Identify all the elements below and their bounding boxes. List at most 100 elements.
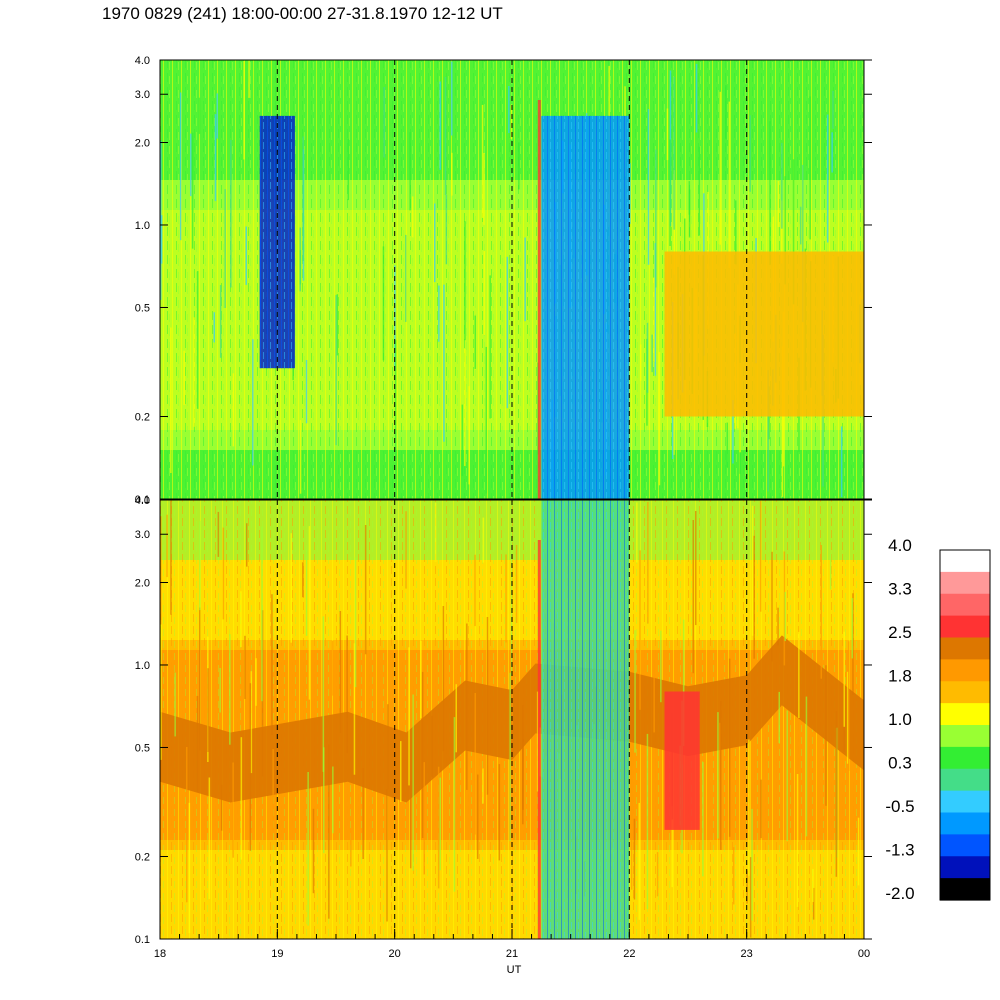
lower-streak — [505, 554, 507, 643]
upper-streak — [179, 92, 182, 241]
lower-streak — [244, 635, 246, 699]
lower-streak — [477, 774, 479, 859]
y-tick-label: 2.0 — [135, 137, 150, 149]
y-tick-label: 0.2 — [135, 852, 150, 864]
lower-streak — [630, 748, 633, 890]
upper-streak — [698, 146, 700, 236]
lower-streak — [474, 693, 476, 835]
lower-streak — [812, 887, 815, 920]
upper-streak — [302, 136, 304, 261]
upper-streak — [464, 221, 466, 341]
upper-streak — [451, 152, 453, 196]
lower-streak — [219, 668, 221, 713]
colorbar-swatch — [940, 746, 990, 770]
lower-streak — [405, 511, 407, 589]
colorbar-label: -1.3 — [885, 841, 914, 860]
upper-streak — [160, 141, 162, 300]
lower-streak — [400, 741, 402, 802]
upper-streak — [483, 251, 486, 335]
colorbar-swatch — [940, 812, 990, 835]
upper-streak — [725, 85, 727, 140]
lower-streak — [331, 640, 334, 696]
colorbar-swatch — [940, 681, 990, 704]
lower-streak — [846, 671, 849, 764]
lower-streak — [302, 562, 304, 598]
upper-streak — [826, 114, 829, 243]
lower-streak — [660, 630, 662, 703]
colorbar-label: 2.5 — [888, 623, 912, 642]
lower-streak — [482, 768, 484, 804]
upper-streak — [767, 370, 769, 492]
lower-streak — [387, 704, 389, 790]
upper-streak — [224, 189, 226, 308]
lower-streak — [848, 641, 850, 771]
upper-streak — [695, 63, 698, 133]
lower-streak — [510, 532, 513, 676]
lower-streak — [305, 549, 308, 636]
upper-streak — [777, 180, 780, 227]
lower-streak — [339, 611, 342, 733]
upper-streak — [405, 234, 407, 322]
upper-streak — [781, 142, 783, 229]
lower-streak — [217, 511, 220, 557]
upper-streak — [444, 76, 447, 195]
upper-streak — [673, 76, 675, 230]
lower-streak — [332, 766, 334, 834]
lower-streak — [312, 808, 315, 894]
upper-streak — [792, 159, 795, 305]
upper-streak — [802, 164, 804, 323]
x-tick-label: 20 — [389, 948, 401, 960]
upper-streak — [726, 422, 728, 468]
colorbar-swatch — [940, 571, 990, 595]
colorbar-swatch — [940, 768, 990, 792]
x-tick-label: 22 — [623, 948, 635, 960]
lower-streak — [307, 772, 309, 926]
upper-streak — [781, 200, 783, 264]
upper-streak — [784, 176, 786, 285]
lower-streak — [431, 715, 433, 777]
upper-streak — [411, 196, 414, 238]
upper-streak — [336, 294, 339, 356]
lower-streak — [760, 779, 762, 839]
lower-streak — [732, 847, 735, 905]
upper-streak — [646, 322, 649, 393]
lower-streak — [835, 711, 838, 877]
lower-streak — [386, 789, 388, 922]
red-streak-1 — [537, 540, 541, 939]
lower-streak — [786, 710, 788, 841]
feature-texture-lower-1 — [541, 500, 630, 939]
upper-streak — [193, 317, 195, 427]
upper-streak — [191, 132, 194, 249]
lower-streak — [208, 777, 211, 899]
upper-streak — [840, 426, 843, 498]
upper-streak — [629, 162, 631, 224]
lower-streak — [160, 516, 162, 625]
lower-streak — [423, 762, 425, 875]
upper-streak — [666, 108, 669, 161]
lower-streak — [695, 511, 697, 626]
y-tick-label: 1.0 — [135, 220, 150, 232]
feature-region-upper-2 — [664, 251, 864, 417]
upper-streak — [394, 265, 396, 370]
lower-streak — [409, 780, 412, 869]
colorbar-swatch — [940, 550, 990, 573]
lower-streak — [455, 684, 457, 753]
upper-streak — [769, 121, 771, 266]
colorbar-swatch — [940, 790, 990, 814]
lower-streak — [646, 733, 649, 910]
upper-streak — [485, 346, 487, 494]
upper-streak — [299, 227, 301, 292]
lower-streak — [240, 737, 243, 860]
lower-streak — [498, 764, 501, 861]
y-tick-label: 3.0 — [135, 89, 150, 101]
upper-streak — [461, 404, 464, 476]
upper-streak — [183, 350, 185, 405]
lower-streak — [482, 517, 485, 563]
lower-streak — [783, 551, 786, 666]
lower-streak — [350, 830, 352, 867]
upper-streak — [688, 189, 691, 238]
upper-streak — [749, 115, 751, 192]
lower-streak — [843, 631, 845, 727]
lower-streak — [753, 535, 755, 659]
lower-streak — [160, 620, 162, 760]
